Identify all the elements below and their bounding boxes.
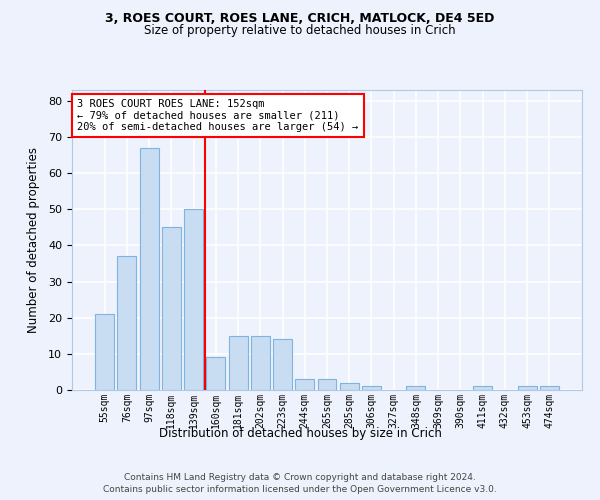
Bar bbox=[295, 379, 314, 390]
Bar bbox=[540, 386, 559, 390]
Bar bbox=[140, 148, 158, 390]
Bar bbox=[229, 336, 248, 390]
Text: 3, ROES COURT, ROES LANE, CRICH, MATLOCK, DE4 5ED: 3, ROES COURT, ROES LANE, CRICH, MATLOCK… bbox=[106, 12, 494, 26]
Bar bbox=[251, 336, 270, 390]
Bar bbox=[473, 386, 492, 390]
Bar bbox=[206, 358, 225, 390]
Text: Contains public sector information licensed under the Open Government Licence v3: Contains public sector information licen… bbox=[103, 485, 497, 494]
Bar bbox=[162, 228, 181, 390]
Bar bbox=[317, 379, 337, 390]
Text: Size of property relative to detached houses in Crich: Size of property relative to detached ho… bbox=[144, 24, 456, 37]
Bar bbox=[184, 210, 203, 390]
Text: Contains HM Land Registry data © Crown copyright and database right 2024.: Contains HM Land Registry data © Crown c… bbox=[124, 472, 476, 482]
Bar bbox=[518, 386, 536, 390]
Text: Distribution of detached houses by size in Crich: Distribution of detached houses by size … bbox=[158, 428, 442, 440]
Bar bbox=[95, 314, 114, 390]
Bar bbox=[340, 383, 359, 390]
Bar bbox=[406, 386, 425, 390]
Bar bbox=[362, 386, 381, 390]
Bar bbox=[118, 256, 136, 390]
Bar bbox=[273, 340, 292, 390]
Text: 3 ROES COURT ROES LANE: 152sqm
← 79% of detached houses are smaller (211)
20% of: 3 ROES COURT ROES LANE: 152sqm ← 79% of … bbox=[77, 99, 358, 132]
Y-axis label: Number of detached properties: Number of detached properties bbox=[27, 147, 40, 333]
